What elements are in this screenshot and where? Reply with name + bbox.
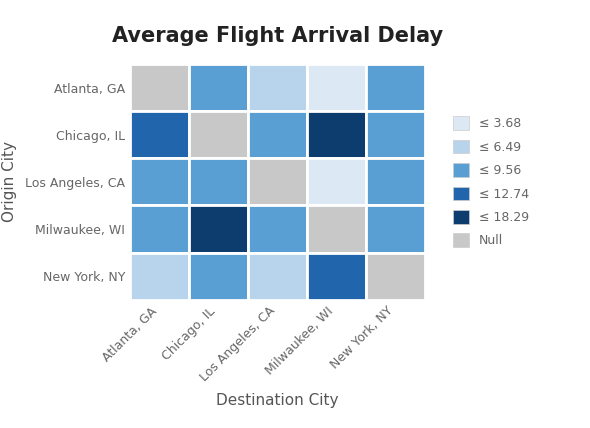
FancyBboxPatch shape bbox=[366, 64, 425, 111]
FancyBboxPatch shape bbox=[189, 64, 248, 111]
Text: Average Flight Arrival Delay: Average Flight Arrival Delay bbox=[112, 26, 443, 46]
FancyBboxPatch shape bbox=[307, 205, 366, 253]
FancyBboxPatch shape bbox=[248, 111, 307, 158]
Legend: ≤ 3.68, ≤ 6.49, ≤ 9.56, ≤ 12.74, ≤ 18.29, Null: ≤ 3.68, ≤ 6.49, ≤ 9.56, ≤ 12.74, ≤ 18.29… bbox=[449, 113, 533, 251]
FancyBboxPatch shape bbox=[130, 158, 189, 205]
FancyBboxPatch shape bbox=[130, 111, 189, 158]
FancyBboxPatch shape bbox=[307, 158, 366, 205]
FancyBboxPatch shape bbox=[307, 253, 366, 300]
FancyBboxPatch shape bbox=[189, 205, 248, 253]
FancyBboxPatch shape bbox=[248, 205, 307, 253]
X-axis label: Destination City: Destination City bbox=[216, 393, 339, 408]
FancyBboxPatch shape bbox=[366, 205, 425, 253]
FancyBboxPatch shape bbox=[130, 64, 189, 111]
FancyBboxPatch shape bbox=[189, 158, 248, 205]
FancyBboxPatch shape bbox=[130, 205, 189, 253]
FancyBboxPatch shape bbox=[307, 111, 366, 158]
FancyBboxPatch shape bbox=[366, 158, 425, 205]
FancyBboxPatch shape bbox=[248, 158, 307, 205]
FancyBboxPatch shape bbox=[189, 111, 248, 158]
Y-axis label: Origin City: Origin City bbox=[2, 141, 17, 223]
FancyBboxPatch shape bbox=[307, 64, 366, 111]
FancyBboxPatch shape bbox=[366, 111, 425, 158]
FancyBboxPatch shape bbox=[189, 253, 248, 300]
FancyBboxPatch shape bbox=[366, 253, 425, 300]
FancyBboxPatch shape bbox=[248, 253, 307, 300]
FancyBboxPatch shape bbox=[130, 253, 189, 300]
FancyBboxPatch shape bbox=[248, 64, 307, 111]
